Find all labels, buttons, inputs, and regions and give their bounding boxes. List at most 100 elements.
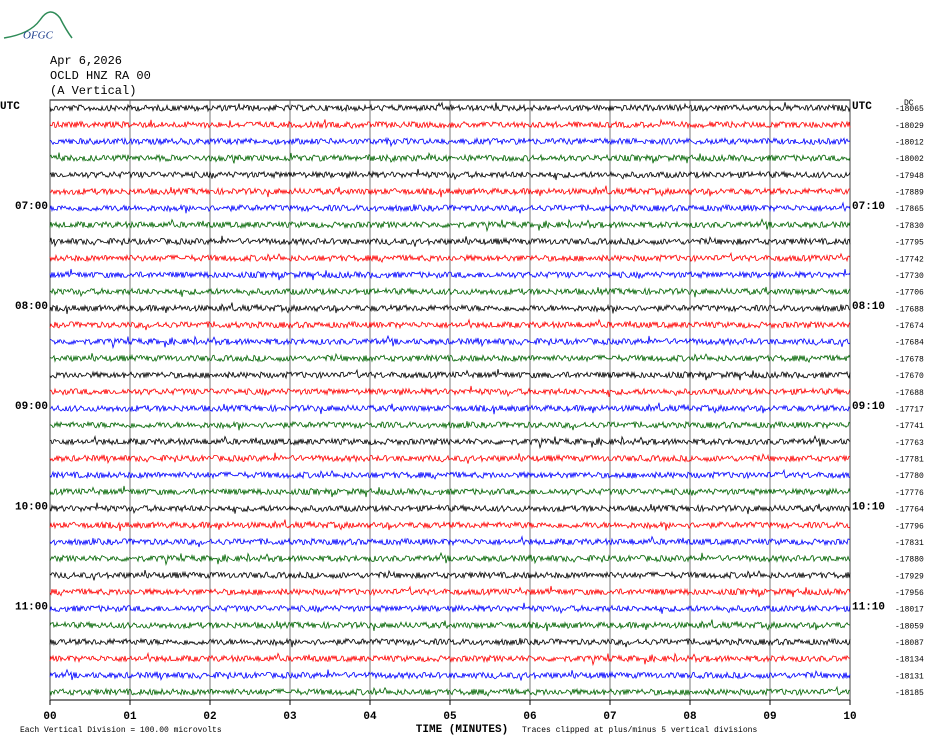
seismic-trace (49, 435, 851, 450)
trace-offset: -17781 (895, 456, 924, 465)
left-time-label: UTC (0, 101, 20, 113)
seismic-trace (49, 519, 851, 532)
x-tick-label: 08 (683, 711, 697, 723)
trace-offset: -18012 (895, 138, 924, 147)
trace-offset: -17670 (895, 372, 924, 381)
footer-right: Traces clipped at plus/minus 5 vertical … (522, 726, 757, 735)
trace-offset: -18065 (895, 105, 924, 114)
seismic-trace (49, 136, 851, 148)
seismic-trace (49, 402, 851, 415)
seismic-trace (49, 268, 851, 281)
trace-offset: -17706 (895, 289, 924, 298)
trace-offset: -18185 (895, 689, 924, 698)
right-time-label: 10:10 (852, 501, 885, 513)
seismic-trace (49, 352, 851, 364)
seismic-trace (49, 420, 851, 431)
left-time-label: 08:00 (15, 301, 48, 313)
seismic-trace (49, 251, 851, 263)
seismic-trace (49, 485, 851, 498)
right-time-label: 11:10 (852, 601, 885, 613)
trace-offset: -17717 (895, 405, 924, 414)
seismic-trace (49, 569, 851, 581)
x-tick-label: 03 (283, 711, 297, 723)
x-tick-label: 01 (123, 711, 137, 723)
logo-mountain (3, 11, 73, 39)
trace-offset: -17929 (895, 572, 924, 581)
x-tick-label: 06 (523, 711, 536, 723)
seismic-trace (49, 535, 851, 548)
trace-offset: -17776 (895, 489, 924, 498)
seismic-trace (49, 235, 851, 248)
left-time-label: 11:00 (15, 601, 48, 613)
trace-offset: -18134 (895, 656, 924, 665)
right-time-label: 08:10 (852, 301, 885, 313)
trace-offset: -17830 (895, 222, 924, 231)
x-tick-label: 00 (43, 711, 56, 723)
left-time-label: 10:00 (15, 501, 48, 513)
logo: OFGC (3, 11, 73, 42)
trace-offset: -17956 (895, 589, 924, 598)
seismic-trace (49, 385, 851, 398)
trace-offset: -18059 (895, 622, 924, 631)
seismic-trace (49, 502, 851, 515)
trace-offset: -17688 (895, 305, 924, 314)
right-time-label: UTC (852, 101, 872, 113)
seismic-trace (49, 452, 851, 465)
trace-offset: -17865 (895, 205, 924, 214)
trace-offset: -17763 (895, 439, 924, 448)
seismic-trace (49, 551, 851, 566)
logo-text: OFGC (23, 30, 54, 42)
seismic-trace (49, 318, 851, 331)
x-tick-label: 04 (363, 711, 377, 723)
component: (A Vertical) (50, 84, 136, 98)
trace-offset: -17688 (895, 389, 924, 398)
trace-offset: -18087 (895, 639, 924, 648)
seismic-trace (49, 619, 851, 632)
seismic-trace (49, 118, 851, 130)
date: Apr 6,2026 (50, 54, 122, 68)
seismic-trace (49, 602, 851, 615)
seismic-trace (49, 668, 851, 681)
trace-offset: -17674 (895, 322, 924, 331)
trace-offset: -17880 (895, 556, 924, 565)
x-tick-label: 02 (203, 711, 216, 723)
seismic-trace (49, 637, 851, 648)
seismic-trace (49, 101, 851, 113)
x-tick-label: 10 (843, 711, 856, 723)
trace-offset: -17678 (895, 355, 924, 364)
trace-offset: -17764 (895, 506, 924, 515)
trace-offset: -17795 (895, 239, 924, 248)
seismic-trace (49, 286, 851, 298)
right-time-label: 07:10 (852, 201, 885, 213)
trace-offset: -17742 (895, 255, 924, 264)
trace-offset: -17948 (895, 172, 924, 181)
seismic-trace (49, 468, 851, 480)
seismic-trace (49, 651, 851, 667)
seismic-trace (49, 302, 851, 315)
seismic-trace (49, 585, 851, 598)
seismic-trace (49, 152, 851, 164)
right-time-label: 09:10 (852, 401, 885, 413)
seismic-trace (49, 185, 851, 198)
seismic-trace (49, 334, 851, 350)
seismic-trace (49, 368, 851, 381)
seismic-trace (49, 685, 850, 697)
station: OCLD HNZ RA 00 (50, 69, 151, 83)
x-tick-label: 07 (603, 711, 616, 723)
trace-offset: -18017 (895, 606, 924, 615)
x-tick-label: 05 (443, 711, 457, 723)
trace-offset: -18029 (895, 122, 924, 131)
seismic-trace (49, 218, 851, 233)
trace-offset: -17889 (895, 189, 924, 198)
trace-offset: -17796 (895, 522, 924, 531)
footer-left: Each Vertical Division = 100.00 microvol… (20, 726, 222, 735)
trace-offset: -17741 (895, 422, 924, 431)
trace-offset: -18131 (895, 672, 924, 681)
x-tick-label: 09 (763, 711, 776, 723)
trace-offset: -17684 (895, 339, 924, 348)
dc-label: DC (904, 99, 914, 108)
left-time-label: 07:00 (15, 201, 48, 213)
x-axis-label: TIME (MINUTES) (416, 724, 508, 736)
left-time-label: 09:00 (15, 401, 48, 413)
